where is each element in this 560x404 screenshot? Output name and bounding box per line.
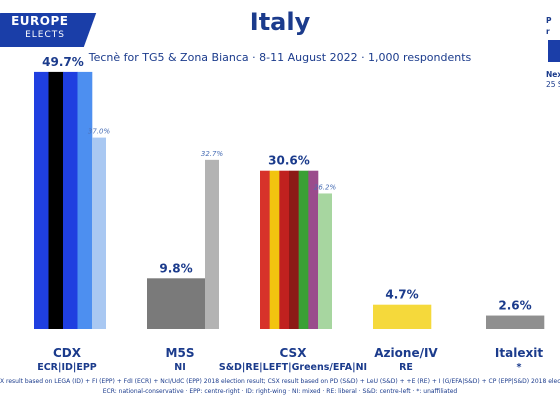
side-text-2: r (546, 27, 550, 36)
previous-value-label: 32.7% (201, 150, 224, 158)
party-name-label: Azione/IV (374, 346, 438, 360)
footer-note-2: ECR: national-conservative · EPP: centre… (102, 388, 458, 395)
bar-cdx-stripe (77, 71, 93, 330)
chart-subtitle: Tecnè for TG5 & Zona Bianca · 8-11 Augus… (88, 51, 472, 64)
party-name-label: Italexit (495, 346, 543, 360)
bar-csx-stripe (279, 170, 290, 329)
party-name-label: CDX (53, 346, 82, 360)
party-group-label: NI (174, 362, 186, 373)
side-text-4: 25 S (546, 80, 560, 89)
previous-result-bar (92, 137, 106, 329)
bar-value-label: 49.7% (42, 55, 84, 69)
bar-m5s-stripe (147, 278, 206, 329)
footer-note-1: X result based on LEGA (ID) + FI (EPP) +… (0, 378, 560, 385)
side-color-box (548, 40, 560, 62)
bar-csx-stripe (298, 170, 309, 329)
bar-cdx-stripe (34, 71, 49, 330)
bar-italexit-stripe (486, 315, 545, 329)
party-group-label: ECR|ID|EPP (37, 362, 97, 373)
bar-value-label: 9.8% (159, 261, 192, 275)
bar-csx-stripe (308, 170, 319, 329)
side-text-3: Nex (546, 70, 560, 79)
party-group-label: S&D|RE|LEFT|Greens/EFA|NI (219, 362, 367, 373)
party-group-label: * (517, 362, 522, 373)
previous-value-label: 26.2% (314, 183, 337, 191)
bar-csx-stripe (260, 170, 270, 329)
party-group-label: RE (399, 362, 413, 373)
bar-cdx-stripe (63, 71, 78, 330)
previous-value-label: 37.0% (88, 128, 111, 136)
side-text-1: P (546, 16, 552, 25)
bar-csx-stripe (269, 170, 280, 329)
bar-value-label: 30.6% (268, 154, 310, 168)
previous-result-bar (205, 159, 219, 329)
party-name-label: M5S (166, 346, 195, 360)
bar-azioneiv-stripe (373, 304, 432, 329)
bar-csx-stripe (289, 170, 299, 329)
previous-result-bar (318, 193, 332, 329)
party-name-label: CSX (280, 346, 308, 360)
chart-title: Italy (249, 8, 311, 36)
bar-value-label: 2.6% (498, 299, 531, 313)
bar-value-label: 4.7% (385, 288, 418, 302)
bar-cdx-stripe (48, 71, 64, 330)
